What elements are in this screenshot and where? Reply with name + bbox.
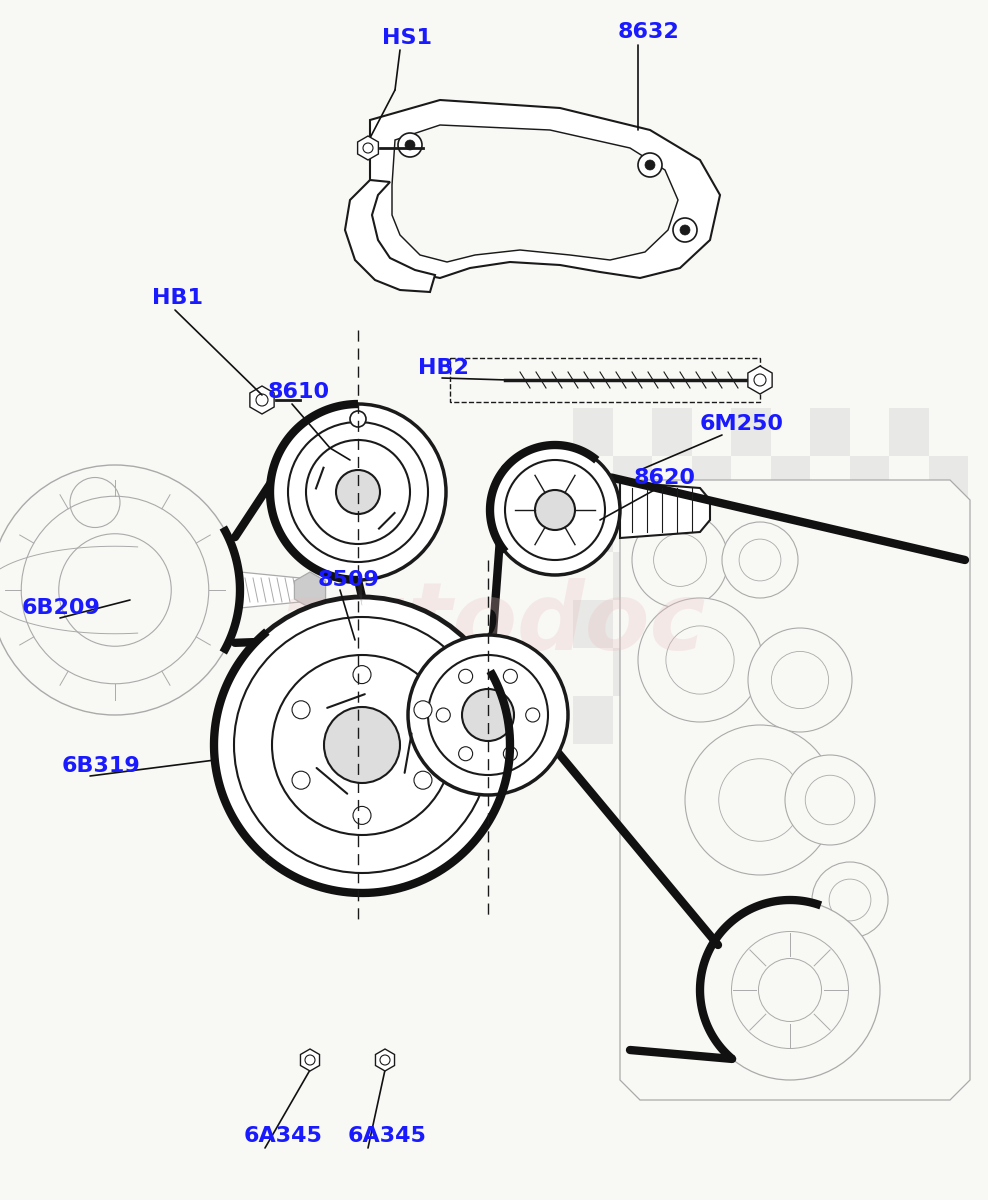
- Bar: [850, 456, 889, 504]
- Bar: [810, 504, 850, 552]
- Text: HB1: HB1: [152, 288, 203, 308]
- Bar: [731, 696, 771, 744]
- Text: 6A345: 6A345: [244, 1126, 323, 1146]
- Circle shape: [398, 133, 422, 157]
- Text: HB2: HB2: [418, 358, 469, 378]
- Text: 6B209: 6B209: [22, 598, 101, 618]
- Circle shape: [632, 512, 728, 608]
- Circle shape: [414, 701, 432, 719]
- Polygon shape: [370, 100, 720, 278]
- Circle shape: [292, 701, 310, 719]
- Circle shape: [353, 666, 371, 684]
- Circle shape: [785, 755, 875, 845]
- Bar: [850, 552, 889, 600]
- Bar: [810, 696, 850, 744]
- Bar: [573, 408, 613, 456]
- Bar: [692, 552, 731, 600]
- Bar: [889, 600, 929, 648]
- Bar: [450, 358, 760, 402]
- Polygon shape: [358, 136, 378, 160]
- Polygon shape: [294, 572, 326, 608]
- Bar: [771, 552, 810, 600]
- Bar: [810, 600, 850, 648]
- Circle shape: [526, 708, 539, 722]
- Circle shape: [503, 746, 518, 761]
- Bar: [692, 456, 731, 504]
- Bar: [613, 456, 652, 504]
- Circle shape: [336, 470, 380, 514]
- Circle shape: [490, 445, 620, 575]
- Polygon shape: [240, 572, 300, 608]
- Circle shape: [324, 707, 400, 782]
- Circle shape: [458, 670, 472, 683]
- Polygon shape: [375, 1049, 394, 1070]
- Text: 8610: 8610: [268, 382, 330, 402]
- Bar: [731, 408, 771, 456]
- Text: 8620: 8620: [634, 468, 696, 488]
- Polygon shape: [250, 386, 274, 414]
- Bar: [573, 600, 613, 648]
- Circle shape: [673, 218, 697, 242]
- Circle shape: [645, 160, 655, 170]
- Circle shape: [270, 404, 446, 580]
- Bar: [731, 504, 771, 552]
- Circle shape: [700, 900, 880, 1080]
- Bar: [929, 648, 968, 696]
- Circle shape: [214, 596, 510, 893]
- Bar: [692, 648, 731, 696]
- Bar: [929, 456, 968, 504]
- Bar: [573, 696, 613, 744]
- Bar: [889, 504, 929, 552]
- Bar: [731, 600, 771, 648]
- Circle shape: [535, 490, 575, 530]
- Bar: [613, 648, 652, 696]
- Polygon shape: [620, 482, 710, 538]
- Circle shape: [437, 708, 451, 722]
- Polygon shape: [748, 366, 773, 394]
- Circle shape: [0, 464, 240, 715]
- Circle shape: [350, 410, 366, 427]
- Circle shape: [638, 598, 762, 722]
- Circle shape: [503, 670, 518, 683]
- Bar: [771, 648, 810, 696]
- Circle shape: [458, 746, 472, 761]
- Circle shape: [292, 772, 310, 790]
- Circle shape: [405, 140, 415, 150]
- Circle shape: [353, 806, 371, 824]
- Bar: [613, 552, 652, 600]
- Bar: [929, 552, 968, 600]
- Bar: [810, 408, 850, 456]
- Text: 6A345: 6A345: [348, 1126, 427, 1146]
- Text: 6B319: 6B319: [62, 756, 140, 776]
- Circle shape: [748, 628, 852, 732]
- Polygon shape: [620, 480, 970, 1100]
- Bar: [652, 408, 692, 456]
- Bar: [652, 696, 692, 744]
- Text: autodoc: autodoc: [277, 578, 706, 670]
- Circle shape: [812, 862, 888, 938]
- Polygon shape: [300, 1049, 319, 1070]
- Bar: [652, 504, 692, 552]
- Text: 8509: 8509: [318, 570, 379, 590]
- Circle shape: [414, 772, 432, 790]
- Bar: [573, 504, 613, 552]
- Circle shape: [722, 522, 798, 598]
- Circle shape: [685, 725, 835, 875]
- Bar: [889, 696, 929, 744]
- Bar: [850, 648, 889, 696]
- Polygon shape: [392, 125, 678, 262]
- Circle shape: [680, 226, 690, 235]
- Text: 6M250: 6M250: [700, 414, 784, 434]
- Circle shape: [408, 635, 568, 794]
- Bar: [652, 600, 692, 648]
- Polygon shape: [345, 180, 435, 292]
- Circle shape: [638, 152, 662, 176]
- Bar: [889, 408, 929, 456]
- Circle shape: [462, 689, 514, 740]
- Bar: [771, 456, 810, 504]
- Text: 8632: 8632: [618, 22, 680, 42]
- Text: HS1: HS1: [382, 28, 432, 48]
